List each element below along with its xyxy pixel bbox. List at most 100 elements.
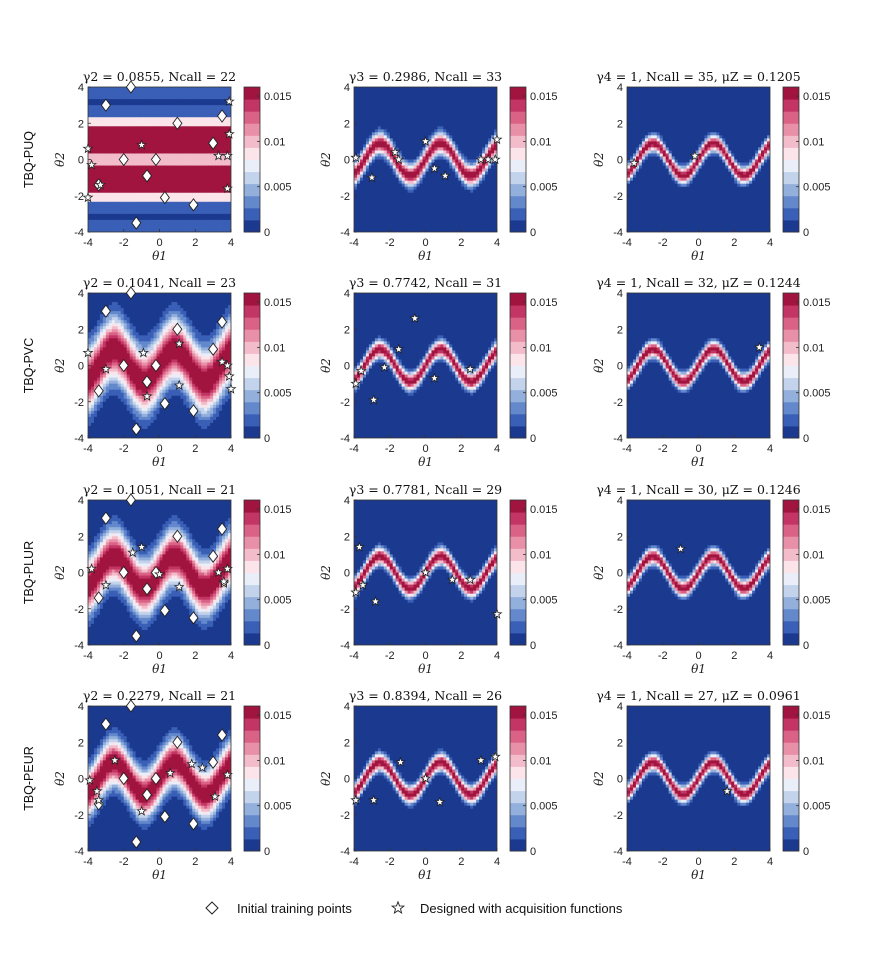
heat-cell bbox=[374, 147, 379, 152]
heat-cell bbox=[90, 108, 95, 112]
heat-cell bbox=[186, 198, 190, 203]
heat-cell bbox=[641, 105, 646, 109]
heat-cell bbox=[117, 204, 122, 209]
heat-cell bbox=[440, 189, 444, 194]
heat-cell bbox=[389, 171, 394, 176]
heat-cell bbox=[425, 135, 430, 139]
heat-cell bbox=[638, 204, 643, 209]
heat-cell bbox=[362, 189, 367, 194]
heat-cell bbox=[105, 216, 110, 221]
heat-cell bbox=[99, 102, 104, 106]
heat-cell bbox=[225, 198, 229, 203]
heat-cell bbox=[105, 141, 110, 145]
heat-cell bbox=[189, 144, 193, 149]
heat-cell bbox=[138, 147, 143, 152]
heat-cell bbox=[368, 114, 373, 118]
heat-cell bbox=[632, 147, 637, 152]
heat-cell bbox=[150, 132, 155, 136]
heat-cell bbox=[159, 111, 164, 115]
heat-cell bbox=[638, 132, 643, 136]
heat-cell bbox=[473, 99, 477, 103]
heat-cell bbox=[398, 93, 403, 97]
heat-cell bbox=[627, 111, 631, 115]
heat-cell bbox=[186, 111, 190, 115]
heat-cell bbox=[144, 99, 149, 103]
heat-cell bbox=[629, 93, 634, 97]
heat-cell bbox=[111, 198, 116, 203]
heat-cell bbox=[398, 198, 403, 203]
heat-cell bbox=[213, 117, 217, 121]
heat-cell bbox=[171, 108, 175, 112]
heat-cell bbox=[88, 102, 92, 106]
heat-cell bbox=[99, 204, 104, 209]
heat-cell bbox=[485, 222, 489, 227]
heat-cell bbox=[416, 90, 421, 94]
heat-cell bbox=[216, 147, 220, 152]
heat-cell bbox=[467, 123, 471, 127]
heat-cell bbox=[135, 210, 140, 215]
heat-cell bbox=[434, 87, 439, 91]
heat-cell bbox=[162, 225, 167, 230]
heat-cell bbox=[374, 120, 379, 124]
heat-cell bbox=[419, 162, 424, 167]
heat-cell bbox=[356, 165, 361, 170]
heat-cell bbox=[105, 201, 110, 206]
heat-cell bbox=[635, 105, 640, 109]
heat-cell bbox=[147, 177, 152, 182]
heat-cell bbox=[99, 96, 104, 100]
heat-cell bbox=[168, 213, 173, 218]
heat-cell bbox=[479, 183, 483, 188]
heat-cell bbox=[377, 135, 382, 139]
heat-cell bbox=[213, 123, 217, 127]
heat-cell bbox=[198, 222, 202, 227]
heat-cell bbox=[410, 168, 415, 173]
heat-cell bbox=[434, 111, 439, 115]
heat-cell bbox=[641, 123, 646, 127]
heat-cell bbox=[395, 111, 400, 115]
heat-cell bbox=[195, 132, 199, 136]
heat-cell bbox=[410, 198, 415, 203]
heat-cell bbox=[147, 228, 152, 232]
heat-cell bbox=[114, 192, 119, 197]
heat-cell bbox=[389, 141, 394, 145]
heat-cell bbox=[171, 150, 175, 155]
heat-cell bbox=[144, 147, 149, 152]
heat-cell bbox=[183, 126, 187, 130]
heat-cell bbox=[632, 102, 637, 106]
heat-cell bbox=[434, 129, 439, 133]
heat-cell bbox=[359, 207, 364, 212]
heat-cell bbox=[90, 105, 95, 109]
heat-cell bbox=[488, 111, 492, 115]
heat-cell bbox=[482, 147, 486, 152]
heat-cell bbox=[443, 129, 447, 133]
heat-cell bbox=[407, 213, 412, 218]
heat-cell bbox=[171, 168, 175, 173]
heat-cell bbox=[177, 168, 181, 173]
heat-cell bbox=[135, 129, 140, 133]
heat-cell bbox=[192, 156, 196, 161]
heat-cell bbox=[425, 117, 430, 121]
colorbar-tick-label: 0.015 bbox=[530, 91, 558, 103]
heat-cell bbox=[153, 222, 158, 227]
heat-cell bbox=[129, 135, 134, 139]
heat-cell bbox=[120, 129, 125, 133]
heat-cell bbox=[452, 150, 456, 155]
initial-point-marker bbox=[131, 216, 142, 230]
heat-cell bbox=[171, 117, 175, 121]
heat-cell bbox=[150, 201, 155, 206]
heat-cell bbox=[392, 141, 397, 145]
heat-cell bbox=[88, 153, 92, 158]
heat-cell bbox=[117, 102, 122, 106]
heat-cell bbox=[479, 132, 483, 136]
heat-cell bbox=[422, 213, 427, 218]
heat-cell bbox=[174, 216, 178, 221]
heat-cell bbox=[362, 108, 367, 112]
heat-cell bbox=[440, 228, 444, 232]
heat-cell bbox=[386, 108, 391, 112]
heat-cell bbox=[192, 159, 196, 164]
heat-cell bbox=[165, 147, 170, 152]
heat-cell bbox=[150, 129, 155, 133]
heat-cell bbox=[204, 135, 208, 139]
heat-cell bbox=[362, 162, 367, 167]
heat-cell bbox=[446, 105, 450, 109]
